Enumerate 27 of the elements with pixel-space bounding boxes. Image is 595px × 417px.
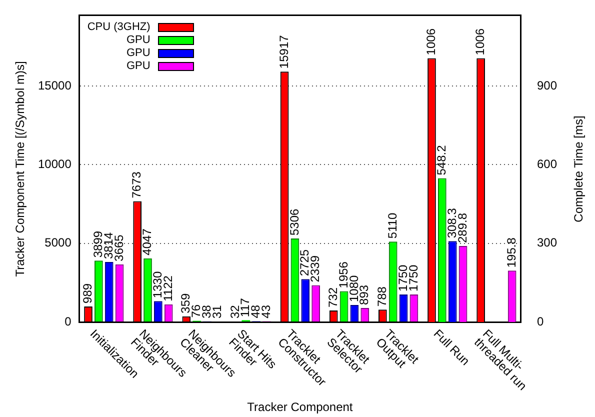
y-axis-title: Tracker Component Time [(/Symbol m)s] — [12, 60, 27, 276]
data-label: 4047 — [140, 228, 154, 256]
data-label: 788 — [374, 286, 389, 307]
data-label: 195.8 — [504, 237, 518, 268]
y-tick-label: 15000 — [38, 78, 72, 92]
y2-tick-label: 0 — [536, 314, 544, 328]
data-label: 7673 — [130, 171, 144, 198]
data-label: 548.2 — [434, 144, 448, 176]
data-label: 5110 — [385, 212, 400, 239]
x-axis-title: Tracker Component — [247, 400, 353, 414]
legend-label: GPU — [126, 47, 150, 60]
data-label: 1006 — [424, 28, 438, 56]
legend-label: GPU — [126, 34, 150, 48]
data-label: 5306 — [287, 208, 302, 236]
data-label: 1006 — [473, 28, 488, 56]
data-label: 732 — [326, 287, 340, 308]
y2-tick-label: 900 — [536, 78, 558, 92]
y-tick-label: 10000 — [38, 156, 72, 171]
y-tick-label: 0 — [64, 314, 72, 328]
y2-axis-title: Complete Time [ms] — [570, 115, 585, 222]
legend-label: GPU — [126, 60, 150, 74]
y2-tick-label: 600 — [536, 156, 558, 171]
y2-tick-label: 300 — [536, 236, 558, 250]
data-label: 15917 — [276, 34, 291, 69]
y-tick-label: 5000 — [44, 236, 72, 250]
legend-label: CPU (3GHZ) — [87, 21, 150, 34]
data-label: 989 — [80, 283, 95, 304]
